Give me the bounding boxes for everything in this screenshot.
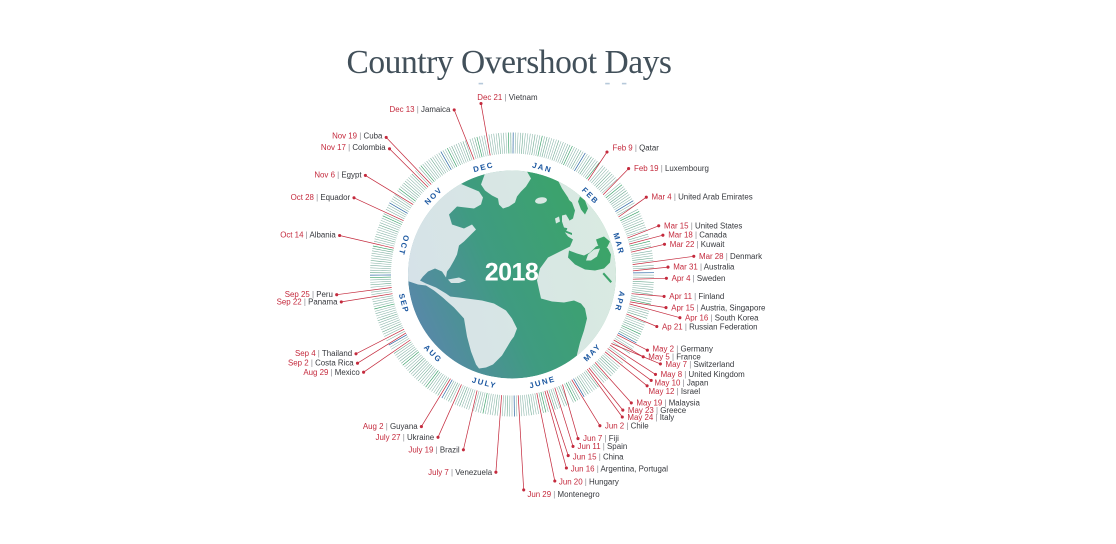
svg-text:May 5 | France: May 5 | France bbox=[648, 352, 701, 361]
svg-text:May 10 | Japan: May 10 | Japan bbox=[655, 379, 709, 388]
svg-text:Apr 16 | South Korea: Apr 16 | South Korea bbox=[685, 313, 759, 322]
svg-text:May 23 | Greece: May 23 | Greece bbox=[628, 406, 687, 415]
svg-text:July 27 | Ukraine: July 27 | Ukraine bbox=[376, 433, 435, 442]
svg-text:July 19 | Brazil: July 19 | Brazil bbox=[408, 445, 459, 454]
svg-text:Nov 6 | Egypt: Nov 6 | Egypt bbox=[314, 171, 362, 180]
svg-text:July 7 | Venezuela: July 7 | Venezuela bbox=[428, 468, 493, 477]
svg-text:Jun 7 | Fiji: Jun 7 | Fiji bbox=[583, 434, 619, 443]
svg-text:Sep 25 | Peru: Sep 25 | Peru bbox=[285, 290, 333, 299]
svg-text:Mar 28 | Denmark: Mar 28 | Denmark bbox=[699, 252, 762, 261]
svg-text:Ap 21 | Russian Federation: Ap 21 | Russian Federation bbox=[662, 322, 758, 331]
svg-text:Mar 22 | Kuwait: Mar 22 | Kuwait bbox=[670, 240, 725, 249]
svg-text:Jun 15 | China: Jun 15 | China bbox=[573, 452, 624, 461]
svg-text:Mar 15 | United States: Mar 15 | United States bbox=[664, 221, 742, 230]
svg-text:Feb 19 | Luxembourg: Feb 19 | Luxembourg bbox=[634, 164, 709, 173]
svg-text:May 24 | Italy: May 24 | Italy bbox=[627, 413, 674, 422]
svg-text:Aug 2 | Guyana: Aug 2 | Guyana bbox=[363, 422, 418, 431]
svg-text:May 12 | Israel: May 12 | Israel bbox=[649, 387, 701, 396]
svg-text:May 7 | Switzerland: May 7 | Switzerland bbox=[666, 360, 735, 369]
svg-text:Apr 11 | Finland: Apr 11 | Finland bbox=[669, 292, 724, 301]
svg-text:Oct 28 | Equador: Oct 28 | Equador bbox=[291, 193, 351, 202]
svg-text:Nov 19 | Cuba: Nov 19 | Cuba bbox=[332, 132, 383, 141]
svg-text:Oct 14 | Albania: Oct 14 | Albania bbox=[280, 231, 336, 240]
svg-text:May 8 | United Kingdom: May 8 | United Kingdom bbox=[661, 370, 746, 379]
svg-text:Sep 2 | Costa Rica: Sep 2 | Costa Rica bbox=[288, 359, 354, 368]
svg-text:Sep 4 | Thailand: Sep 4 | Thailand bbox=[295, 349, 352, 358]
svg-text:Aug 29 | Mexico: Aug 29 | Mexico bbox=[303, 368, 360, 377]
svg-text:Country Overshoot Days: Country Overshoot Days bbox=[346, 44, 671, 81]
svg-text:Mar 31 | Australia: Mar 31 | Australia bbox=[673, 263, 735, 272]
svg-text:May 2 | Germany: May 2 | Germany bbox=[653, 344, 713, 353]
svg-text:Jun 2 | Chile: Jun 2 | Chile bbox=[605, 421, 649, 430]
svg-text:2018: 2018 bbox=[485, 259, 539, 287]
svg-text:Mar 4 | United Arab Emirates: Mar 4 | United Arab Emirates bbox=[652, 192, 753, 201]
svg-text:Jun 11 | Spain: Jun 11 | Spain bbox=[578, 442, 628, 451]
svg-text:Feb 9 | Qatar: Feb 9 | Qatar bbox=[613, 143, 660, 152]
svg-text:Sep 22 | Panama: Sep 22 | Panama bbox=[277, 298, 338, 307]
svg-text:Jun 20 | Hungary: Jun 20 | Hungary bbox=[559, 478, 619, 487]
svg-text:Jun 16 | Argentina, Portugal: Jun 16 | Argentina, Portugal bbox=[571, 464, 669, 473]
svg-text:May 19 | Malaysia: May 19 | Malaysia bbox=[636, 399, 700, 408]
svg-text:Dec 21 | Vietnam: Dec 21 | Vietnam bbox=[477, 93, 538, 102]
svg-text:Mar 18 | Canada: Mar 18 | Canada bbox=[668, 231, 727, 240]
svg-text:Nov 17 | Colombia: Nov 17 | Colombia bbox=[321, 143, 386, 152]
svg-text:Apr 4 | Sweden: Apr 4 | Sweden bbox=[672, 274, 726, 283]
svg-text:Dec 13 | Jamaica: Dec 13 | Jamaica bbox=[390, 105, 451, 114]
svg-text:Jun 29 | Montenegro: Jun 29 | Montenegro bbox=[527, 490, 600, 499]
svg-text:Apr 15 | Austria, Singapore: Apr 15 | Austria, Singapore bbox=[671, 303, 766, 312]
